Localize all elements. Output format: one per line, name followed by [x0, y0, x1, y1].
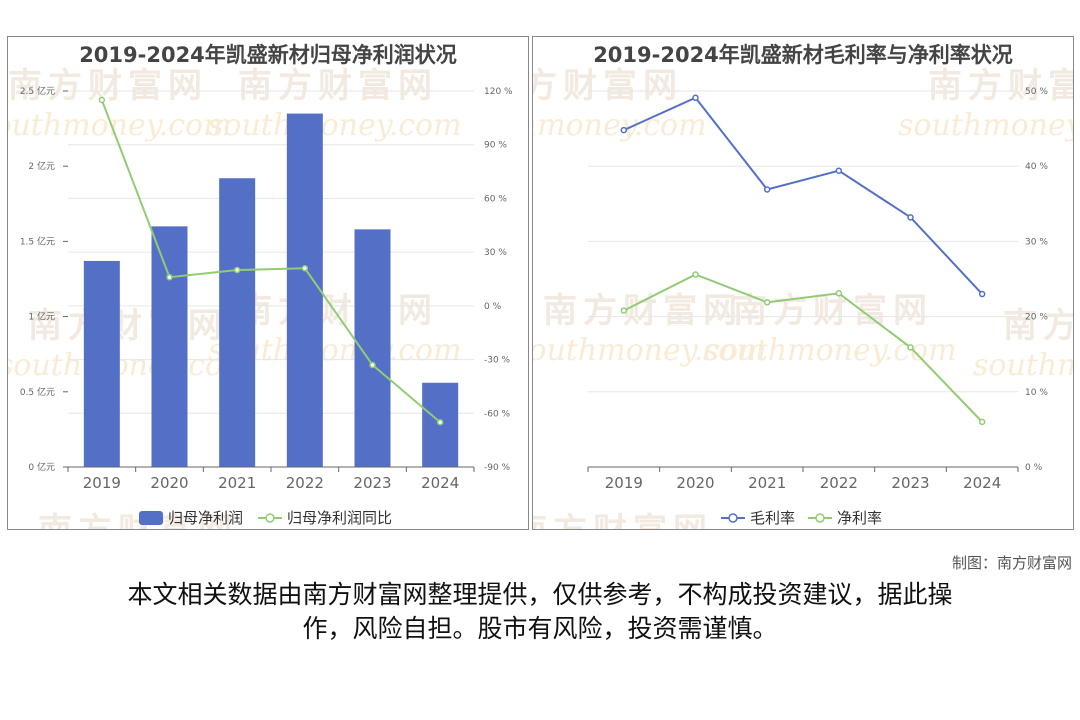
- x-tick-label: 2023: [353, 474, 391, 492]
- watermark-cn: 南方财富网: [8, 66, 208, 106]
- right-chart-svg: 南方财富网southmoney.com南方财富网southmoney.com南方…: [533, 66, 1074, 530]
- series-point-2024: [978, 290, 986, 298]
- watermark-cn: 南方财富网: [533, 511, 713, 530]
- series-point-2020: [692, 94, 699, 102]
- watermark-en: southmoney.com: [898, 108, 1074, 143]
- watermark-en: southmoney.com: [973, 348, 1074, 383]
- y-right-tick-label: 0 %: [1025, 463, 1043, 473]
- series-point-2021: [763, 299, 771, 306]
- watermark-layer: 南方财富网southmoney.com南方财富网southmoney.com南方…: [533, 66, 1074, 530]
- series-point-2022: [835, 167, 843, 174]
- legend: 毛利率 净利率: [721, 509, 882, 527]
- watermark-cn: 南方财富网: [543, 291, 743, 331]
- x-tick-label: 2019: [83, 474, 121, 492]
- yoy-point-2024: [436, 418, 444, 426]
- x-tick-label: 2019: [605, 474, 643, 492]
- legend-label-line: 归母净利润同比: [287, 509, 392, 527]
- watermark-cn: 南方财富网: [928, 66, 1074, 106]
- y-right-tick-label: -60 %: [484, 409, 511, 419]
- watermark-cn: 南方财富网: [38, 511, 238, 530]
- yoy-point-2022: [301, 265, 309, 272]
- y-right-tick-label: 120 %: [484, 87, 513, 97]
- series-point-2019: [620, 126, 628, 134]
- y-right-tick-label: 50 %: [1025, 87, 1048, 97]
- watermark-en: southmoney.com: [8, 108, 232, 143]
- chart-credit: 制图：南方财富网: [951, 554, 1072, 572]
- bar-2019: [83, 260, 120, 467]
- legend-swatch-marker: [728, 513, 738, 523]
- bar-2021: [219, 178, 256, 467]
- left-chart-svg: 南方财富网southmoney.com南方财富网southmoney.com南方…: [8, 66, 513, 530]
- yoy-point-2023: [369, 361, 376, 369]
- legend: 归母净利润 归母净利润同比: [139, 509, 392, 527]
- y-right-tick-label: -30 %: [484, 356, 511, 366]
- bar-2022: [286, 113, 323, 467]
- legend-swatch-marker: [265, 513, 275, 523]
- left-chart-panel: 南方财富网southmoney.com南方财富网southmoney.com南方…: [7, 36, 529, 530]
- x-tick-label: 2021: [218, 474, 256, 492]
- watermark-en: southmoney.com: [533, 333, 767, 368]
- x-tick-label: 2024: [963, 474, 1001, 492]
- series-point-2019: [620, 307, 628, 314]
- legend-label: 净利率: [837, 509, 882, 527]
- series-point-2022: [835, 290, 843, 297]
- disclaimer: 本文相关数据由南方财富网整理提供，仅供参考，不构成投资建议，据此操 作，风险自担…: [0, 578, 1080, 646]
- y-right-tick-label: 30 %: [1025, 237, 1048, 247]
- disclaimer-line-1: 本文相关数据由南方财富网整理提供，仅供参考，不构成投资建议，据此操: [127, 580, 953, 609]
- bar-2020: [151, 226, 188, 467]
- y-right-tick-label: 30 %: [484, 248, 507, 258]
- y-left-tick-label: 0.5 亿元: [20, 386, 55, 398]
- legend-label-bar: 归母净利润: [168, 509, 243, 527]
- x-tick-label: 2020: [150, 474, 188, 492]
- x-tick-label: 2024: [421, 474, 459, 492]
- watermark-cn: 南方财富网: [533, 66, 683, 106]
- x-tick-label: 2022: [286, 474, 324, 492]
- y-right-tick-label: 60 %: [484, 194, 507, 204]
- left-chart-title: 2019-2024年凯盛新材归母净利润状况: [79, 43, 457, 67]
- watermark-cn: 南方财富网: [238, 66, 438, 106]
- watermark-en: southmoney.com: [703, 333, 957, 368]
- x-tick-label: 2023: [891, 474, 929, 492]
- watermark-en: southmoney.com: [8, 348, 252, 383]
- yoy-point-2019: [98, 96, 106, 104]
- series-line-gross-margin: [623, 96, 983, 295]
- yoy-point-2021: [233, 266, 241, 274]
- disclaimer-line-2: 作，风险自担。股市有风险，投资需谨慎。: [302, 614, 778, 643]
- watermark-en: southmoney.com: [208, 108, 462, 143]
- y-left-tick-label: 2.5 亿元: [20, 85, 55, 97]
- series-point-2021: [763, 186, 771, 193]
- series-point-2024: [978, 418, 986, 426]
- series-point-2023: [907, 214, 914, 221]
- y-right-tick-label: 40 %: [1025, 162, 1048, 172]
- right-chart-panel: 南方财富网southmoney.com南方财富网southmoney.com南方…: [532, 36, 1074, 530]
- watermark-cn: 南方财富网: [238, 291, 438, 331]
- yoy-line: [100, 99, 441, 424]
- y-left-tick-label: 1.5 亿元: [20, 235, 55, 247]
- x-tick-label: 2020: [676, 474, 714, 492]
- right-chart-title: 2019-2024年凯盛新材毛利率与净利率状况: [593, 43, 1013, 67]
- legend-swatch-bar: [139, 511, 163, 525]
- x-tick-label: 2022: [820, 474, 858, 492]
- y-right-tick-label: 10 %: [1025, 388, 1048, 398]
- series-point-2020: [692, 271, 699, 278]
- y-left-tick-label: 1 亿元: [28, 311, 55, 323]
- x-tick-label: 2021: [748, 474, 786, 492]
- y-left-tick-label: 0 亿元: [28, 461, 55, 473]
- legend-label: 毛利率: [750, 509, 795, 527]
- series-point-2023: [907, 344, 914, 351]
- y-left-tick-label: 2 亿元: [28, 160, 55, 172]
- watermark-en: southmoney.com: [533, 108, 707, 143]
- y-right-tick-label: 90 %: [484, 141, 507, 151]
- y-right-tick-label: 20 %: [1025, 313, 1048, 323]
- watermark-cn: 南方财富网: [28, 306, 228, 346]
- watermark-cn: 南方财富网: [733, 291, 933, 331]
- legend-swatch-marker: [815, 513, 825, 523]
- series-line-net-margin: [623, 273, 983, 423]
- y-right-tick-label: 0 %: [484, 302, 502, 312]
- yoy-point-2020: [166, 273, 173, 281]
- y-right-tick-label: -90 %: [484, 463, 511, 473]
- watermark-cn: 南方财富网: [1003, 306, 1074, 346]
